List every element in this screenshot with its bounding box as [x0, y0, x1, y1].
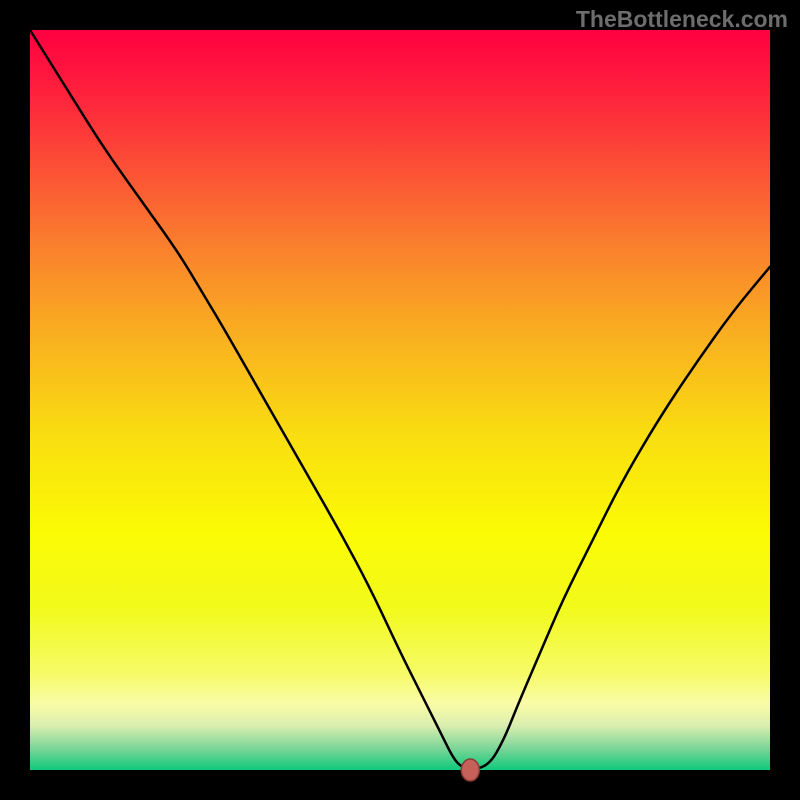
chart-container: TheBottleneck.com — [0, 0, 800, 800]
chart-background — [30, 30, 770, 770]
watermark-text: TheBottleneck.com — [576, 6, 788, 33]
bottleneck-chart — [0, 0, 800, 800]
optimal-point-marker — [461, 759, 479, 781]
